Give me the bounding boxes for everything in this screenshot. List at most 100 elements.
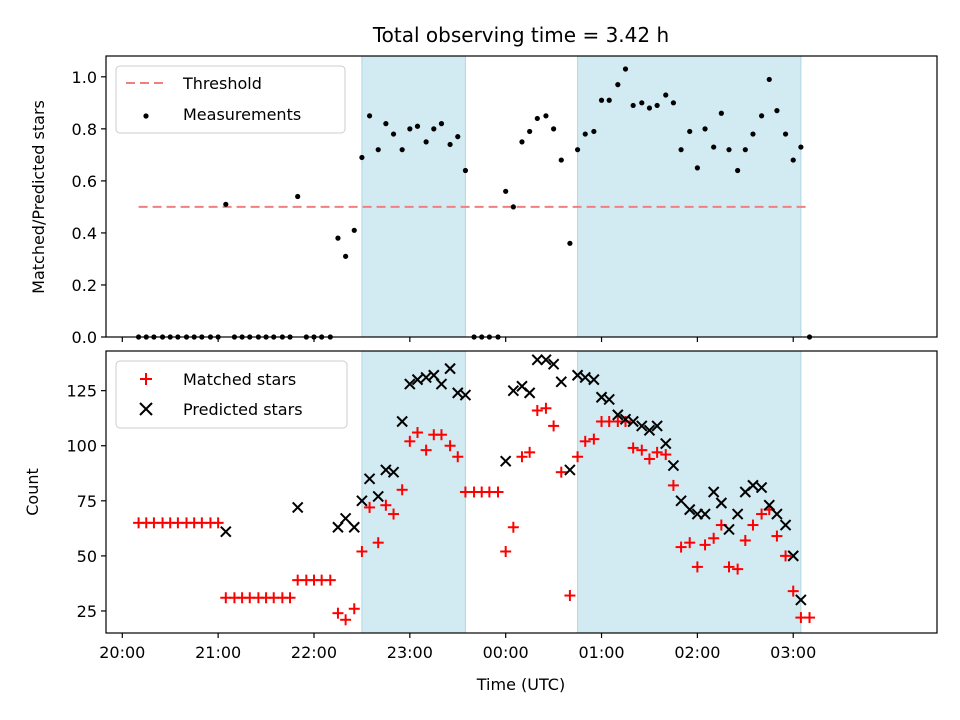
measurement-point [606,97,612,103]
predicted-star-point [564,464,576,476]
matched-star-point [588,433,600,445]
measurement-point [543,113,549,119]
measurement-point [790,157,796,163]
matched-star-point [531,404,543,416]
bottom-legend-box [115,360,348,429]
matched-star-point [780,550,792,562]
predicted-star-point [627,415,639,428]
x-axis-label: Time (UTC) [476,675,565,694]
measurement-point [774,108,780,114]
top-measurement-points [135,66,813,340]
measurement-point [414,123,421,129]
predicted-star-point [795,594,807,606]
measurement-point [527,128,533,135]
matched-star-point [660,449,672,461]
predicted-star-point [555,376,567,388]
measurement-point [295,193,301,200]
matched-star-point [524,446,536,458]
x-tick-label: 03:00 [770,643,816,662]
predicted-star-point [499,455,512,467]
bottom-matched-points [133,402,816,626]
bottom-y-ticks: 25 50 75 100 125 [66,382,106,621]
bottom-legend: Matched stars Predicted stars [115,360,348,429]
measurement-point [383,121,389,127]
chart-title: Total observing time = 3.42 h [372,23,669,47]
matched-star-point [691,561,703,573]
predicted-star-point [667,459,680,472]
matched-star-point [492,486,504,498]
matched-star-point [627,442,639,454]
bottom-y-tick-label: 125 [66,382,97,401]
matched-star-point [643,453,655,465]
matched-star-point [732,563,744,575]
top-y-axis-label: Matched/Predicted stars [29,100,48,294]
predicted-star-point [675,495,687,507]
matched-star-point [747,519,759,531]
bottom-predicted-points [220,354,807,606]
measurement-point [726,147,732,153]
measurement-point [223,201,229,207]
measurement-point [447,141,453,148]
matched-star-point [636,444,648,456]
predicted-star-point [684,503,696,516]
matched-star-point [500,545,512,557]
x-tick-label: 21:00 [195,643,241,662]
bottom-plot-frame [105,350,938,634]
x-tick-label: 22:00 [291,643,337,662]
legend-threshold-label: Threshold [182,74,262,93]
matched-star-point [572,451,584,463]
predicted-star-point [715,497,728,509]
measurement-point [798,144,804,150]
predicted-star-point [523,387,536,399]
measurement-point [630,102,636,109]
measurement-point [670,100,677,106]
matched-star-point [340,614,352,626]
predicted-star-point [651,420,663,432]
top-plot-frame [105,55,938,338]
bottom-shaded-region [361,350,466,634]
measurement-point [750,131,756,137]
measurement-point [687,128,693,135]
matched-star-point [564,590,576,602]
matched-star-point [388,508,400,520]
top-shaded-region [577,55,802,338]
predicted-star-point [387,466,400,478]
measurement-point [366,113,373,119]
measurement-point [534,115,540,122]
measurement-point [598,97,605,103]
predicted-star-point [755,481,768,494]
matched-star-point [348,603,360,615]
matched-star-point [723,561,735,573]
measurement-point [431,126,437,132]
predicted-star-point [579,371,591,384]
matched-star-point [284,592,296,604]
top-y-tick-label: 1.0 [72,68,97,87]
matched-star-point [804,612,816,624]
x-tick-label: 00:00 [483,643,529,662]
top-shaded-region [361,55,466,338]
matched-star-point [771,530,783,542]
top-panel: 0.0 0.2 0.4 0.6 0.8 1.0 Matched/Predicted sta… [29,55,938,347]
predicted-star-point [643,424,656,437]
measurement-point [390,131,397,137]
measurement-point [654,102,660,109]
measurement-point [351,227,357,233]
measurement-point [694,165,700,171]
matched-star-point [579,435,591,447]
matched-star-point [675,541,687,553]
measurement-point [782,131,789,137]
matched-star-point [756,508,768,520]
measurement-point [423,139,429,145]
predicted-star-point [372,490,384,503]
matched-star-point [516,451,528,463]
measurement-point [510,204,516,210]
matched-star-point [739,534,751,546]
predicted-star-point [787,550,799,562]
x-tick-label: 02:00 [674,643,720,662]
bottom-x-ticks: 20:00 21:00 22:00 23:00 00:00 01:00 02:00 03:00 [99,633,816,662]
top-legend-box [115,65,346,134]
legend-matched-label: Matched stars [183,370,296,389]
predicted-star-point [531,354,544,366]
measurement-point [407,126,413,132]
